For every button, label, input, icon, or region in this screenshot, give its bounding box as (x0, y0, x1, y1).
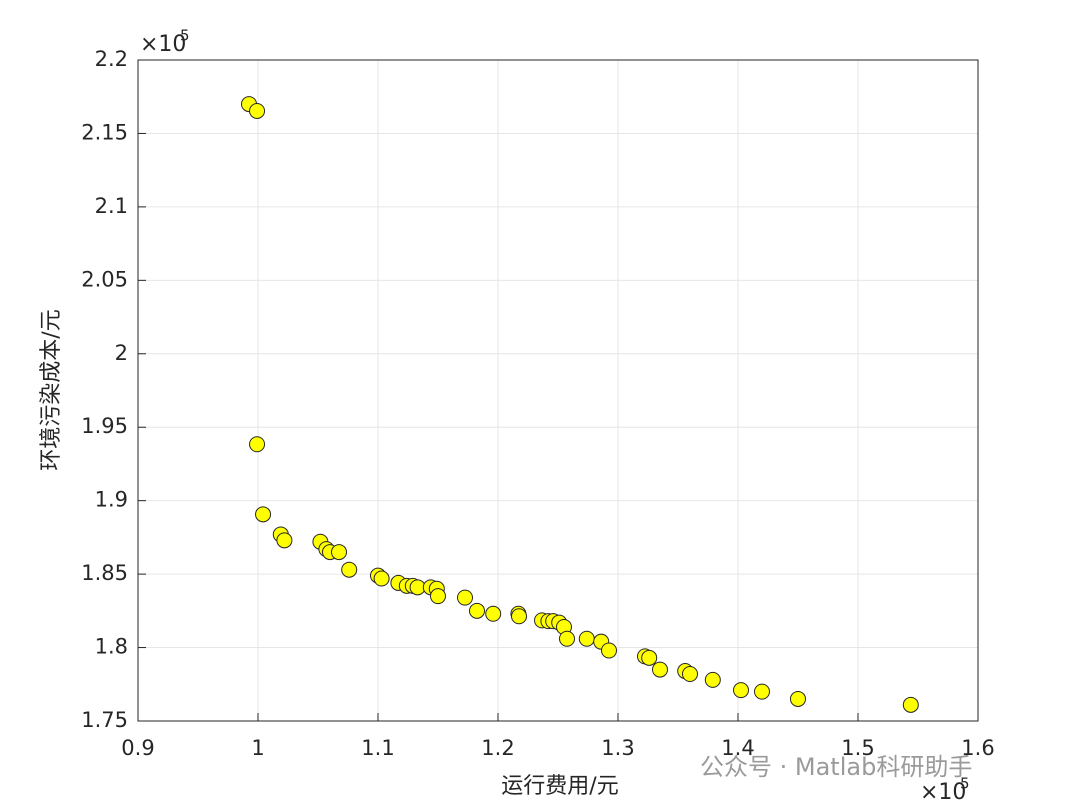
y-tick-label: 1.85 (81, 561, 128, 585)
point (511, 608, 527, 625)
point (373, 570, 390, 587)
point (255, 506, 272, 523)
point (754, 683, 770, 700)
x-tick-label: 1.3 (601, 736, 634, 760)
x-exponent-base: ×10 (920, 780, 966, 805)
point (733, 682, 749, 699)
point (341, 561, 358, 578)
plot-area (137, 59, 979, 722)
point (485, 605, 502, 622)
x-tick-label: 1.6 (961, 736, 994, 760)
x-axis-label: 运行费用/元 (501, 774, 618, 799)
point (469, 602, 485, 619)
point (902, 696, 919, 713)
point (578, 630, 595, 647)
x-exponent: 5 (960, 775, 970, 793)
plot-frame (137, 59, 979, 722)
x-tick-label: 1 (251, 736, 264, 760)
point (652, 661, 668, 678)
point (704, 671, 721, 688)
y-tick-label: 2.15 (81, 120, 128, 144)
y-axis-label: 环境污染成本/元 (39, 309, 64, 470)
point (430, 588, 446, 605)
point (559, 630, 575, 647)
watermark: 公众号 · Matlab科研助手 (700, 753, 972, 781)
y-tick-label: 1.8 (95, 635, 128, 659)
y-tick-label: 1.95 (81, 414, 128, 438)
point (457, 589, 473, 606)
point (641, 649, 658, 666)
y-tick-label: 1.9 (95, 488, 128, 512)
y-tick-label: 2.1 (95, 194, 128, 218)
x-tick-label: 0.9 (121, 736, 154, 760)
x-tick-label: 1.4 (721, 736, 754, 760)
x-tick-label: 1.1 (361, 736, 394, 760)
point (276, 532, 293, 549)
point (249, 102, 266, 119)
x-tick-label: 1.5 (841, 736, 874, 760)
y-exponent: 5 (180, 27, 190, 45)
point (331, 544, 347, 561)
point (249, 436, 266, 453)
y-tick-label: 2.2 (95, 47, 128, 71)
y-tick-label: 1.75 (81, 708, 128, 732)
y-tick-label: 2 (115, 341, 128, 365)
point (601, 642, 617, 659)
point (682, 665, 698, 682)
point (790, 690, 806, 707)
y-tick-label: 2.05 (81, 267, 128, 291)
y-exponent-base: ×10 (140, 32, 186, 57)
x-tick-label: 1.2 (481, 736, 514, 760)
